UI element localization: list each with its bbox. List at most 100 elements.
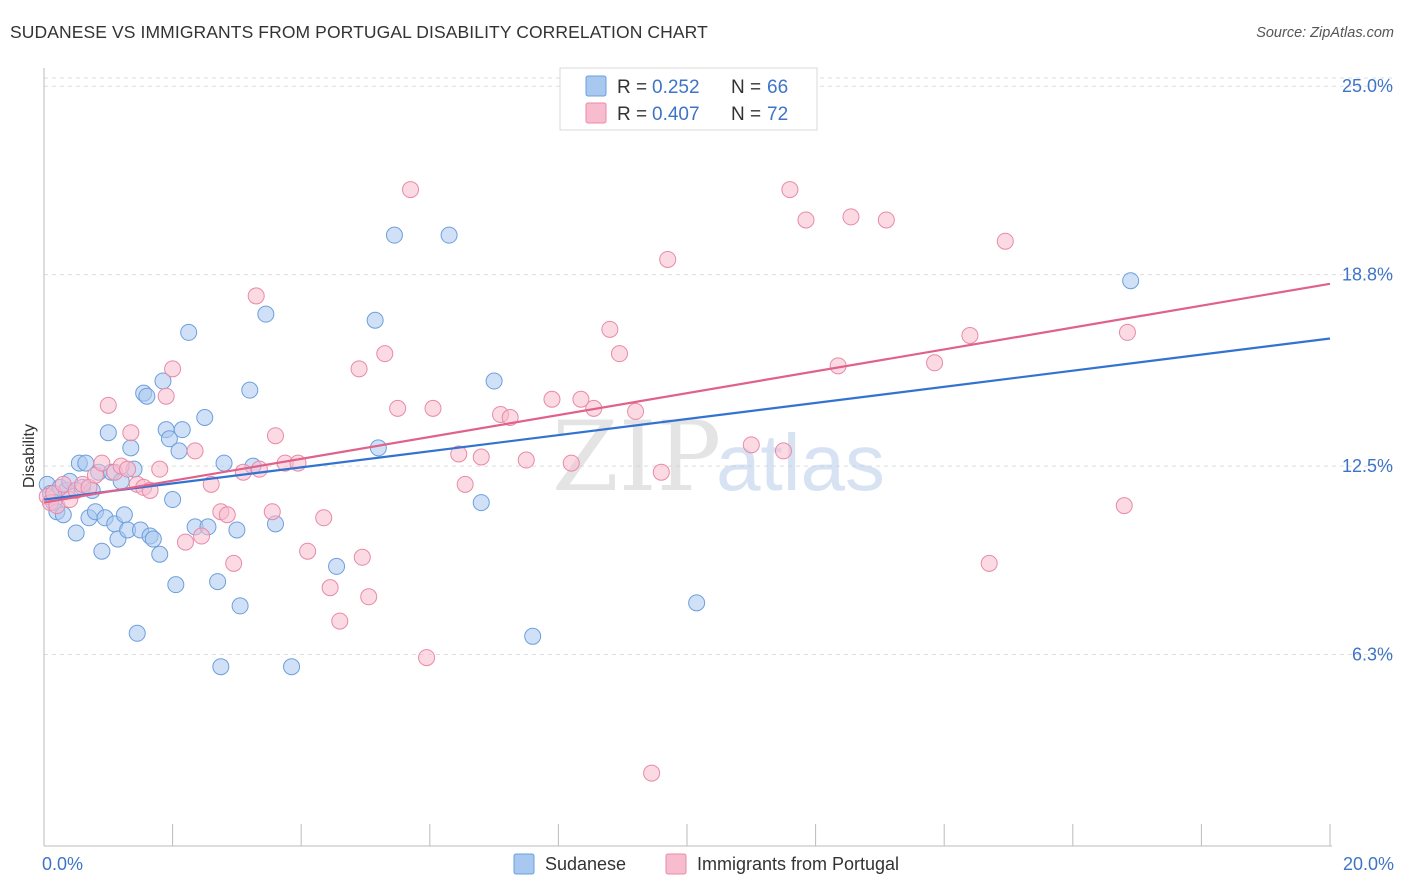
point-portugal-70 xyxy=(877,211,895,229)
point-portugal-10 xyxy=(93,454,111,472)
point-portugal-55 xyxy=(562,454,580,472)
point-sudanese-47 xyxy=(215,454,233,472)
point-sudanese-57 xyxy=(369,439,387,457)
point-portugal-65 xyxy=(774,442,792,460)
point-portugal-62 xyxy=(652,463,670,481)
y-tick-label-0: 6.3% xyxy=(1352,645,1393,665)
trendline-portugal xyxy=(43,282,1331,504)
point-portugal-44 xyxy=(389,399,407,417)
y-tick-label-1: 12.5% xyxy=(1342,456,1393,476)
legend-r-label-2: R = xyxy=(617,104,647,125)
source-note: Source: ZipAtlas.com xyxy=(1256,25,1394,41)
bottom-legend-swatch-portugal xyxy=(665,853,687,875)
point-sudanese-27 xyxy=(128,624,146,642)
legend-swatch-portugal xyxy=(585,102,607,124)
point-portugal-48 xyxy=(450,445,468,463)
point-portugal-23 xyxy=(186,442,204,460)
point-sudanese-18 xyxy=(99,424,117,442)
watermark: ZIP atlas xyxy=(552,401,885,513)
point-portugal-21 xyxy=(164,360,182,378)
point-sudanese-56 xyxy=(366,311,384,329)
point-portugal-73 xyxy=(980,554,998,572)
x-tick-label-1: 20.0% xyxy=(1343,854,1394,874)
point-portugal-24 xyxy=(193,527,211,545)
point-portugal-14 xyxy=(119,460,137,478)
point-portugal-58 xyxy=(601,320,619,338)
legend-r-value-2: 0.407 xyxy=(652,104,700,125)
point-portugal-75 xyxy=(1115,497,1133,515)
x-tick-labels: 0.0% 20.0% xyxy=(42,854,1394,874)
legend-swatch-sudanese xyxy=(585,75,607,97)
y-axis-label: Disability xyxy=(21,424,38,488)
y-tick-label-3: 25.0% xyxy=(1342,76,1393,96)
point-portugal-47 xyxy=(424,399,442,417)
point-sudanese-54 xyxy=(283,658,301,676)
point-portugal-42 xyxy=(360,588,378,606)
point-sudanese-49 xyxy=(231,597,249,615)
point-portugal-54 xyxy=(543,390,561,408)
point-sudanese-46 xyxy=(212,658,230,676)
bottom-legend-swatch-sudanese xyxy=(513,853,535,875)
y-tick-labels: 6.3% 12.5% 18.8% 25.0% xyxy=(1342,76,1393,664)
point-portugal-33 xyxy=(266,427,284,445)
point-sudanese-16 xyxy=(93,542,111,560)
point-portugal-40 xyxy=(350,360,368,378)
point-sudanese-50 xyxy=(241,381,259,399)
legend-n-value-2: 72 xyxy=(767,104,788,125)
bottom-legend-label-portugal: Immigrants from Portugal xyxy=(697,854,899,874)
point-sudanese-64 xyxy=(1122,272,1140,290)
point-sudanese-41 xyxy=(180,323,198,341)
point-portugal-45 xyxy=(402,181,420,199)
point-sudanese-59 xyxy=(440,226,458,244)
point-portugal-22 xyxy=(176,533,194,551)
x-tick-label-0: 0.0% xyxy=(42,854,83,874)
legend-n-label-1: N = xyxy=(731,77,761,98)
point-sudanese-33 xyxy=(151,545,169,563)
point-portugal-50 xyxy=(472,448,490,466)
point-portugal-76 xyxy=(1118,323,1136,341)
legend-n-value-1: 66 xyxy=(767,77,788,98)
point-portugal-30 xyxy=(247,287,265,305)
point-portugal-67 xyxy=(797,211,815,229)
watermark-atlas: atlas xyxy=(716,418,885,507)
x-ticks xyxy=(43,824,1331,846)
axes xyxy=(43,68,1332,847)
point-portugal-74 xyxy=(996,232,1014,250)
point-sudanese-63 xyxy=(688,594,706,612)
point-portugal-37 xyxy=(315,509,333,527)
point-sudanese-37 xyxy=(164,491,182,509)
point-portugal-60 xyxy=(627,402,645,420)
point-sudanese-58 xyxy=(385,226,403,244)
point-sudanese-39 xyxy=(170,442,188,460)
legend-box: R = 0.252 N = 66 R = 0.407 N = 72 xyxy=(559,67,818,131)
legend-r-label-1: R = xyxy=(617,77,647,98)
series-sudanese-points xyxy=(38,226,1140,676)
point-portugal-15 xyxy=(122,424,140,442)
point-sudanese-40 xyxy=(173,421,191,439)
point-portugal-27 xyxy=(218,506,236,524)
chart-title: SUDANESE VS IMMIGRANTS FROM PORTUGAL DIS… xyxy=(10,22,708,42)
trendlines xyxy=(43,282,1331,504)
point-sudanese-23 xyxy=(115,506,133,524)
legend-r-value-1: 0.252 xyxy=(652,77,700,98)
point-sudanese-43 xyxy=(196,408,214,426)
point-portugal-39 xyxy=(331,612,349,630)
point-portugal-19 xyxy=(151,460,169,478)
point-sudanese-62 xyxy=(524,627,542,645)
point-portugal-32 xyxy=(263,503,281,521)
y-tick-label-2: 18.8% xyxy=(1342,265,1393,285)
point-portugal-64 xyxy=(742,436,760,454)
point-sudanese-61 xyxy=(485,372,503,390)
point-portugal-59 xyxy=(610,345,628,363)
point-sudanese-32 xyxy=(144,530,162,548)
point-portugal-38 xyxy=(321,579,339,597)
point-sudanese-38 xyxy=(167,576,185,594)
point-sudanese-25 xyxy=(122,439,140,457)
point-sudanese-60 xyxy=(472,494,490,512)
point-portugal-43 xyxy=(376,345,394,363)
trendline-sudanese xyxy=(43,337,1331,501)
point-portugal-53 xyxy=(517,451,535,469)
point-portugal-63 xyxy=(659,250,677,268)
point-portugal-61 xyxy=(643,764,661,782)
